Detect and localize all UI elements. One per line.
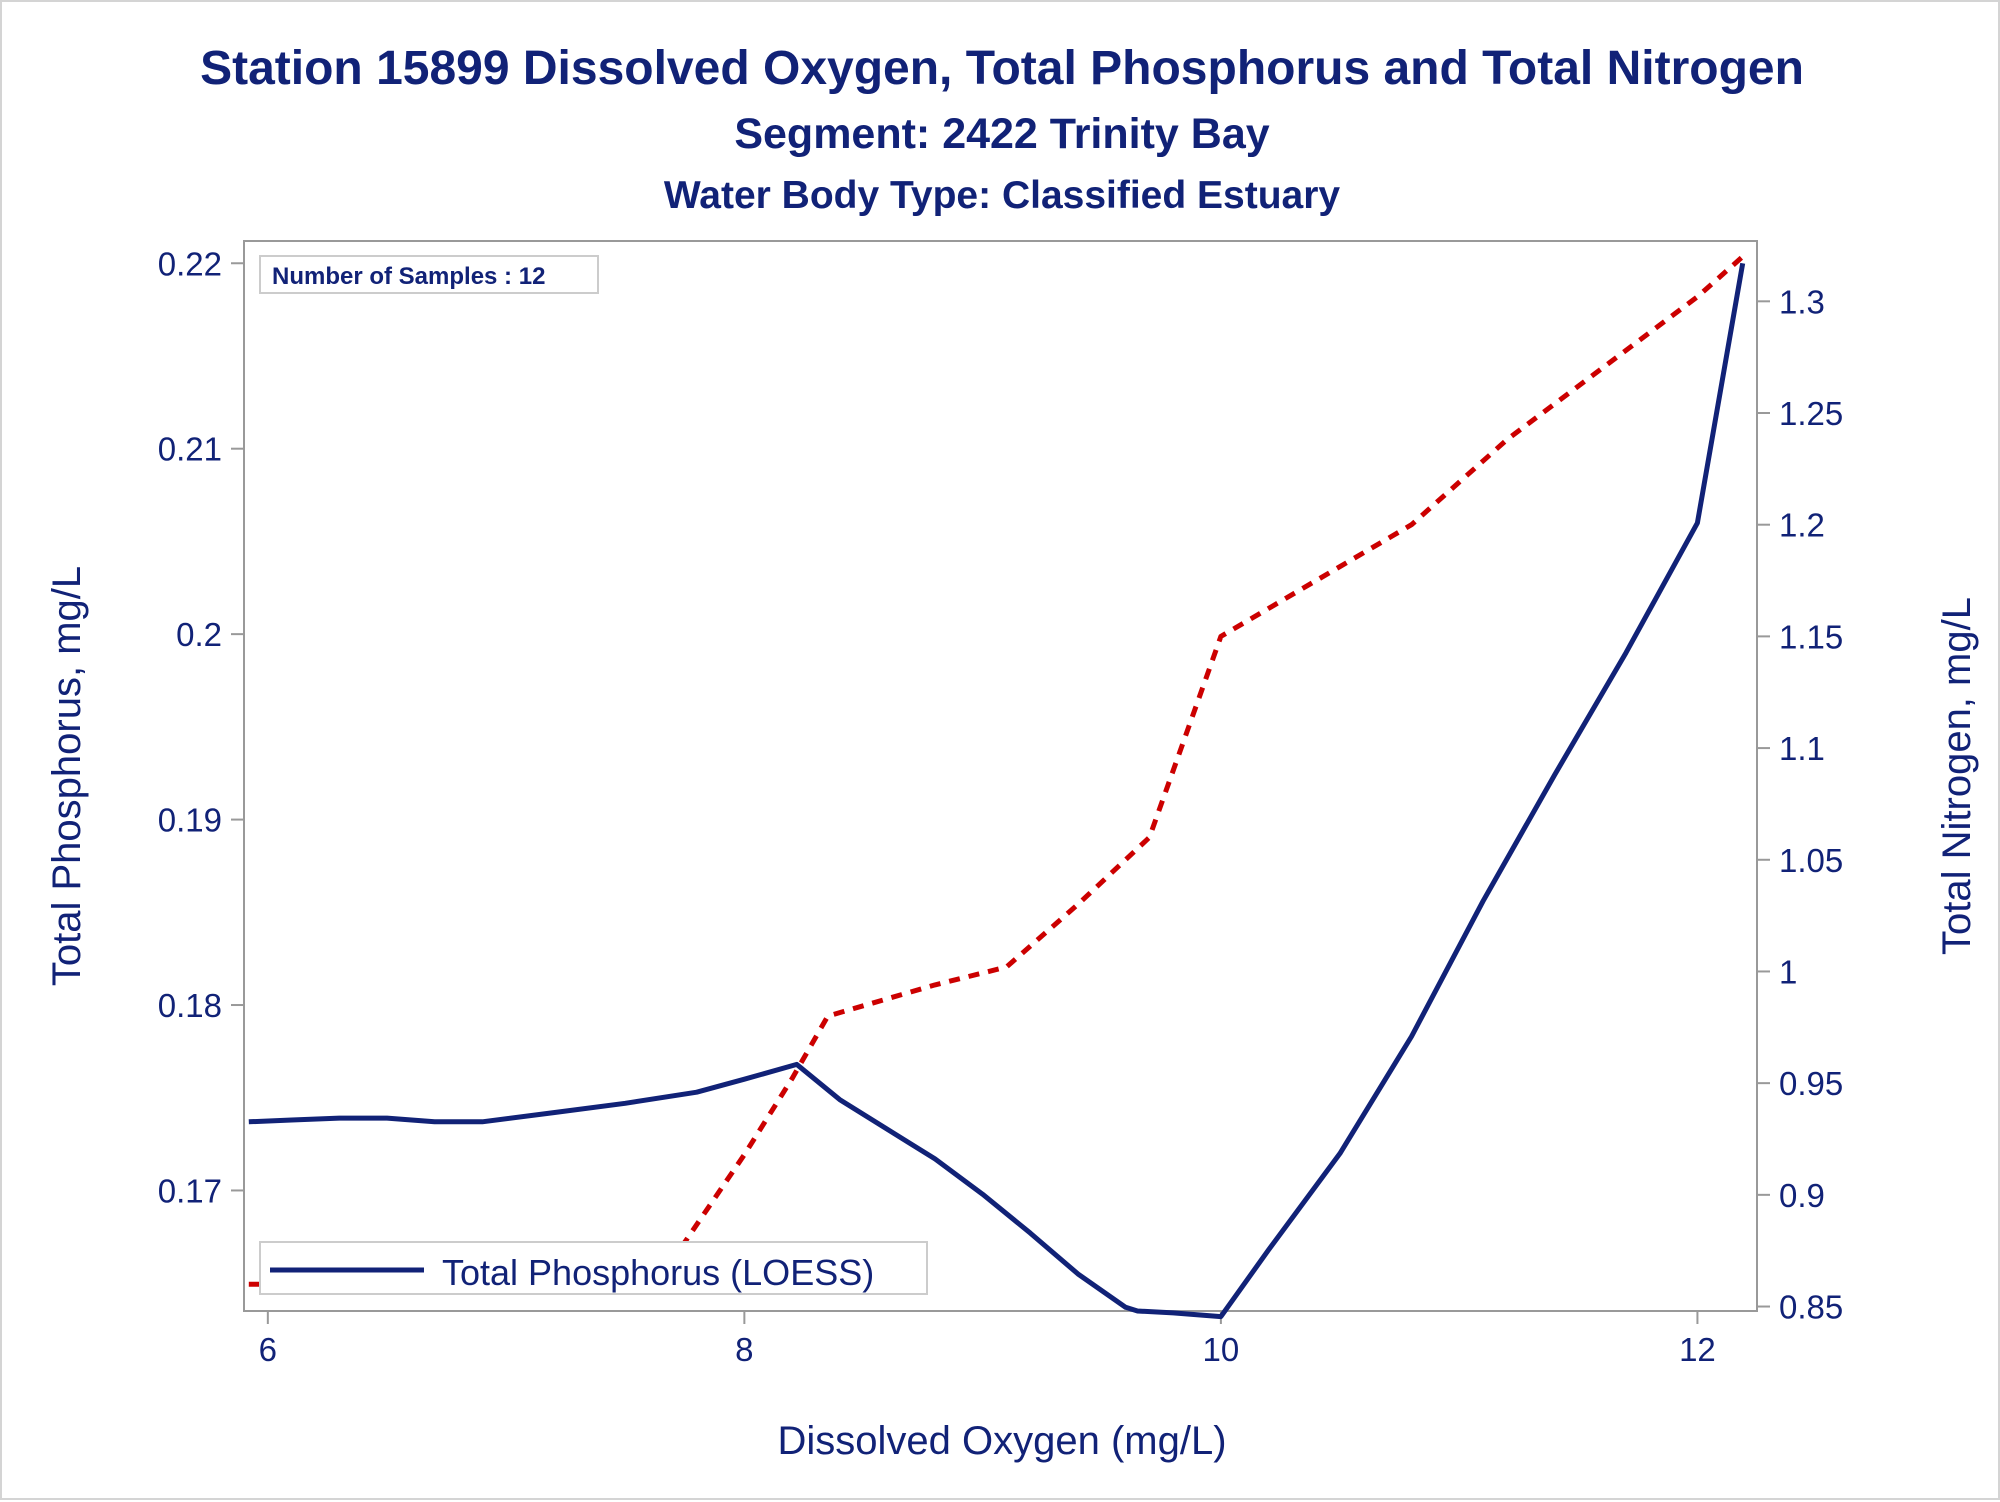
y-tick-label-right: 0.85 [1779, 1289, 1843, 1326]
y-tick-label-left: 0.18 [158, 987, 222, 1024]
series-layer [248, 254, 1746, 1320]
chart-title: Station 15899 Dissolved Oxygen, Total Ph… [200, 42, 1804, 95]
y-axis-right: 0.85 0.9 0.95 1 1.05 1.1 1.15 1.2 1.25 1.3 [1757, 283, 1843, 1326]
y-tick-label-left: 0.19 [158, 802, 222, 839]
chart-subtitle: Segment: 2422 Trinity Bay [734, 110, 1269, 158]
y-axis-left: 0.17 0.18 0.19 0.2 0.21 0.22 [158, 245, 244, 1209]
sample-count-inset: Number of Samples : 12 [259, 255, 599, 294]
y-tick-label-right: 0.9 [1779, 1177, 1825, 1214]
y-tick-label-right: 1 [1779, 953, 1797, 990]
x-tick-label: 6 [259, 1331, 277, 1368]
y-tick-label-right: 1.3 [1779, 283, 1825, 320]
x-axis: 6 8 10 12 [259, 1311, 1716, 1368]
y-axis-title-left: Total Phosphorus, mg/L [45, 566, 89, 986]
x-tick-label: 10 [1203, 1331, 1240, 1368]
y-tick-label-right: 0.95 [1779, 1065, 1843, 1102]
x-tick-label: 12 [1679, 1331, 1716, 1368]
y-tick-label-left: 0.21 [158, 431, 222, 468]
y-axis-title-right: Total Nitrogen, mg/L [1935, 597, 1979, 955]
x-tick-label: 8 [735, 1331, 753, 1368]
y-tick-label-right: 1.2 [1779, 507, 1825, 544]
y-tick-label-left: 0.2 [176, 616, 222, 653]
legend-label: Total Phosphorus (LOESS) [442, 1252, 874, 1293]
chart-subtitle-2: Water Body Type: Classified Estuary [664, 174, 1340, 217]
y-tick-label-left: 0.17 [158, 1172, 222, 1209]
y-tick-label-right: 1.05 [1779, 842, 1843, 879]
y-tick-label-left: 0.22 [158, 245, 222, 282]
sample-count-label: Number of Samples : 12 [272, 263, 545, 290]
x-axis-title: Dissolved Oxygen (mg/L) [777, 1419, 1226, 1463]
y-tick-label-right: 1.1 [1779, 730, 1825, 767]
legend: Total Phosphorus (LOESS) [259, 1241, 928, 1295]
y-tick-label-right: 1.15 [1779, 618, 1843, 655]
total-phosphorus-line [248, 262, 1746, 1320]
y-tick-label-right: 1.25 [1779, 395, 1843, 432]
sample-count-box [259, 255, 599, 294]
plot-area [243, 240, 1758, 1312]
total-nitrogen-line [248, 254, 1745, 1287]
